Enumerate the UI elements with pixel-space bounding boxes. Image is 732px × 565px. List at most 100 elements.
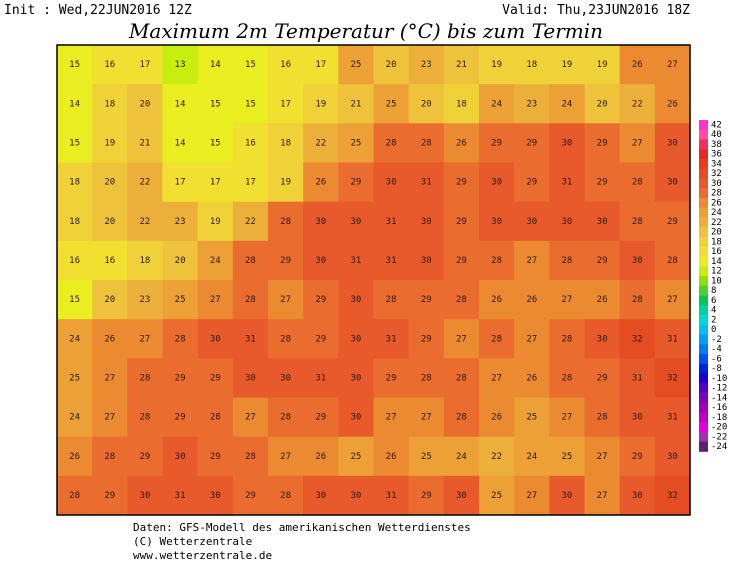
temp-label: 28 [597,413,608,423]
temp-cell [57,436,93,477]
temp-label: 27 [561,413,572,423]
temp-label: 30 [667,178,678,188]
temp-label: 32 [667,491,678,501]
temp-label: 18 [69,217,80,227]
temp-label: 28 [421,138,432,148]
temp-label: 28 [491,256,502,266]
temp-cell [373,319,410,359]
temp-label: 26 [667,99,678,109]
temp-cell [549,397,585,438]
temp-label: 30 [350,217,361,227]
temp-label: 31 [421,178,432,188]
temp-label: 30 [315,491,326,501]
temp-cell [549,358,585,398]
temp-label: 22 [632,99,643,109]
temp-cell [338,201,374,242]
temp-cell [92,45,128,85]
temp-cell [373,358,410,398]
temp-cell [92,319,128,359]
temp-cell [408,84,445,124]
temp-cell [443,162,480,203]
temp-cell [162,240,199,281]
temp-cell [268,475,304,516]
temp-cell [479,358,515,398]
colorbar-label: 28 [711,189,722,199]
temp-label: 24 [526,452,537,462]
temp-label: 26 [456,138,467,148]
temp-label: 30 [315,256,326,266]
temp-label: 19 [104,138,115,148]
temp-cell [443,240,480,281]
temp-label: 28 [561,334,572,344]
colorbar-swatch [699,422,708,433]
temp-cell [514,240,550,281]
temp-cell [232,45,269,85]
temp-cell [232,397,269,438]
temp-cell [479,162,515,203]
temp-cell [654,45,691,85]
temp-cell [127,436,163,477]
temp-cell [584,84,621,124]
temp-cell [92,436,128,477]
temp-cell [654,319,691,359]
temp-label: 28 [561,256,572,266]
temp-label: 29 [175,413,186,423]
temp-cell [549,84,585,124]
temp-label: 29 [245,491,256,501]
temp-label: 29 [210,452,221,462]
colorbar-label: 24 [711,208,722,218]
temp-label: 28 [421,373,432,383]
temp-label: 30 [421,217,432,227]
temp-label: 29 [421,491,432,501]
temp-cell [479,123,515,163]
temp-label: 30 [210,334,221,344]
temp-label: 28 [280,334,291,344]
temp-cell [338,475,374,516]
colorbar-swatch [699,237,708,248]
temp-cell [514,201,550,242]
temp-cell [57,397,93,438]
colorbar-swatch [699,315,708,326]
temp-label: 25 [350,138,361,148]
temp-cell [619,319,656,359]
temp-cell [514,123,550,163]
colorbar-swatch [699,295,708,306]
temp-label: 28 [245,256,256,266]
temp-cell [57,280,93,320]
temp-label: 14 [69,99,80,109]
temp-label: 28 [561,373,572,383]
temp-label: 28 [456,413,467,423]
temp-cell [408,319,445,359]
temp-label: 29 [315,295,326,305]
temp-cell [232,84,269,124]
temp-cell [268,240,304,281]
colorbar-label: -20 [711,423,727,433]
temp-label: 28 [632,217,643,227]
temp-cell [443,84,480,124]
temp-cell [408,397,445,438]
temp-cell [232,358,269,398]
temp-cell [479,240,515,281]
temp-label: 29 [597,138,608,148]
temp-label: 27 [667,60,678,70]
temp-cell [338,123,374,163]
temp-cell [303,240,339,281]
temp-label: 29 [315,334,326,344]
temp-label: 16 [104,256,115,266]
temp-label: 32 [667,373,678,383]
temp-label: 30 [561,217,572,227]
temp-cell [514,84,550,124]
temp-cell [197,84,234,124]
temp-cell [584,123,621,163]
temp-label: 19 [315,99,326,109]
temp-cell [162,123,199,163]
temp-cell [92,280,128,320]
temp-cell [303,397,339,438]
temp-label: 22 [139,217,150,227]
temp-label: 30 [245,373,256,383]
temp-cell [654,201,691,242]
temp-label: 29 [597,178,608,188]
temp-cell [408,162,445,203]
colorbar-label: -6 [711,354,722,364]
temp-cell [549,436,585,477]
